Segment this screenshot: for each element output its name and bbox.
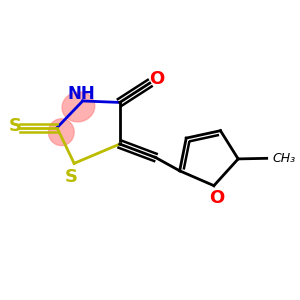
Ellipse shape (62, 92, 95, 122)
Text: O: O (209, 189, 224, 207)
Text: O: O (149, 70, 164, 88)
Text: S: S (65, 168, 78, 186)
Text: S: S (9, 117, 22, 135)
Text: NH: NH (68, 85, 95, 103)
Ellipse shape (49, 119, 74, 146)
Text: CH₃: CH₃ (273, 152, 296, 165)
